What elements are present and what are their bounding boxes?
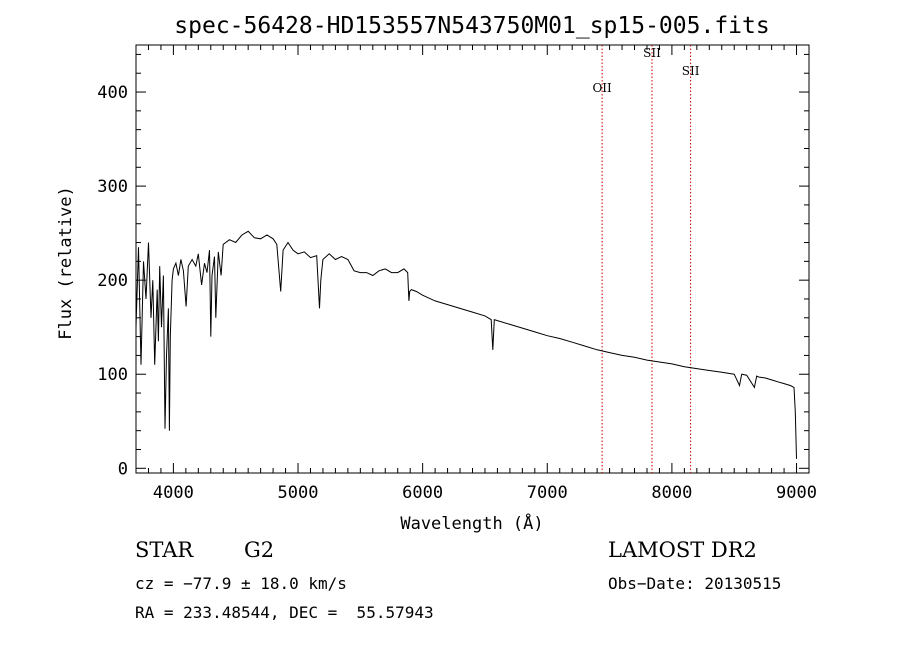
x-tick-label: 9000 [776, 483, 817, 503]
plot-frame [135, 44, 810, 474]
spectrum-line [135, 230, 797, 459]
plot-border [135, 44, 810, 474]
x-tick-label: 8000 [651, 483, 692, 503]
x-tick-label: 6000 [402, 483, 443, 503]
y-tick-label: 200 [97, 271, 128, 291]
y-tick-label: 300 [97, 177, 128, 197]
y-axis: 0 100 200 300 400 [97, 53, 809, 479]
y-tick-label: 0 [118, 459, 128, 479]
x-axis: 4000 5000 6000 7000 8000 9000 [135, 45, 817, 503]
x-tick-label: 4000 [153, 483, 194, 503]
survey-name: LAMOST DR2 [608, 538, 757, 562]
line-marker-label: OII [592, 81, 612, 95]
x-axis-label: Wavelength (Å) [400, 512, 543, 534]
object-class: STAR [135, 538, 194, 562]
x-tick-label: 5000 [278, 483, 319, 503]
chart-title: spec-56428-HD153557N543750M01_sp15-005.f… [174, 13, 769, 39]
object-subclass: G2 [244, 538, 275, 562]
line-marker-label: SII [643, 46, 661, 60]
line-marker-label: SII [682, 64, 700, 78]
y-tick-label: 100 [97, 365, 128, 385]
obs-date: Obs−Date: 20130515 [608, 574, 782, 593]
y-tick-label: 400 [97, 83, 128, 103]
redshift-readout: cz = −77.9 ± 18.0 km/s [135, 574, 347, 593]
y-axis-label: Flux (relative) [56, 186, 76, 340]
emission-line-markers: OII SII SII [592, 45, 700, 473]
coordinates: RA = 233.48544, DEC = 55.57943 [135, 603, 434, 622]
x-tick-label: 7000 [527, 483, 568, 503]
